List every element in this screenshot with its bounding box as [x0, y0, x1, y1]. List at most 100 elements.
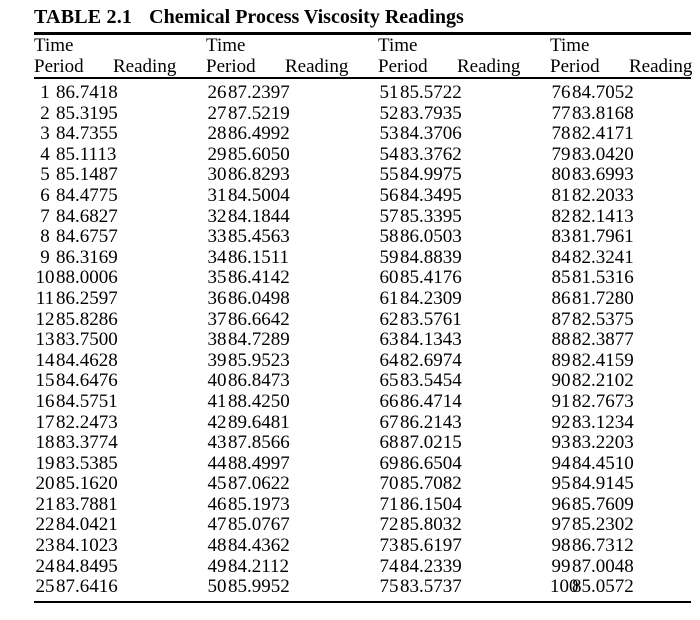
period-cell: 78: [551, 123, 571, 145]
reading-cell: 83.5761: [400, 308, 462, 330]
table-row: 1 86.7418 26 87.2397 51 85.5722 76 84.7052: [34, 78, 691, 104]
reading-cell: 86.4992: [228, 123, 290, 145]
reading-cell: 87.5219: [228, 102, 290, 124]
header-reading: Reading: [228, 35, 378, 79]
reading-cell: 83.3762: [400, 143, 462, 165]
reading-cell: 83.5454: [400, 370, 462, 392]
period-cell: 7: [40, 205, 50, 227]
reading-cell: 82.3877: [572, 329, 634, 351]
reading-cell: 84.9975: [400, 164, 462, 186]
reading-cell: 84.8495: [56, 555, 118, 577]
reading-cell: 87.8566: [228, 432, 290, 454]
period-cell: 17: [35, 411, 55, 433]
reading-cell: 85.3395: [400, 205, 462, 227]
period-cell: 49: [207, 555, 227, 577]
period-cell: 52: [379, 102, 399, 124]
period-cell: 53: [379, 123, 399, 145]
period-cell: 24: [35, 555, 55, 577]
period-cell: 20: [35, 473, 55, 495]
reading-cell: 84.1343: [400, 329, 462, 351]
reading-cell: 84.3706: [400, 123, 462, 145]
reading-cell: 82.2473: [56, 411, 118, 433]
period-cell: 26: [207, 82, 227, 103]
reading-cell: 87.0215: [400, 432, 462, 454]
reading-cell: 81.7280: [572, 287, 634, 309]
period-cell: 72: [379, 514, 399, 536]
period-cell: 66: [379, 390, 399, 412]
period-cell: 5: [40, 164, 50, 186]
reading-cell: 84.2339: [400, 555, 462, 577]
reading-cell: 86.0503: [400, 226, 462, 248]
reading-cell: 88.4250: [228, 390, 290, 412]
reading-cell: 82.6974: [400, 349, 462, 371]
period-cell: 50: [207, 576, 227, 598]
period-cell: 44: [207, 452, 227, 474]
reading-cell: 84.6757: [56, 226, 118, 248]
reading-cell: 86.2597: [56, 287, 118, 309]
period-cell: 2: [40, 102, 50, 124]
period-cell: 65: [379, 370, 399, 392]
period-cell: 10: [35, 267, 55, 289]
period-cell: 4: [40, 143, 50, 165]
reading-cell: 82.4171: [572, 123, 634, 145]
reading-cell: 84.7355: [56, 123, 118, 145]
reading-cell: 82.2033: [572, 184, 634, 206]
reading-cell: 85.7082: [400, 473, 462, 495]
table-row: 18 83.3774 43 87.8566 68 87.0215 93 83.2203: [34, 432, 691, 454]
period-cell: 9: [40, 246, 50, 268]
reading-cell: 84.4510: [572, 452, 634, 474]
period-cell: 84: [551, 246, 571, 268]
reading-cell: 86.6642: [228, 308, 290, 330]
period-cell: 90: [551, 370, 571, 392]
reading-cell: 82.5375: [572, 308, 634, 330]
period-cell: 83: [551, 226, 571, 248]
period-cell: 95: [551, 473, 571, 495]
period-cell: 73: [379, 535, 399, 557]
reading-cell: 89.6481: [228, 411, 290, 433]
period-cell: 56: [379, 184, 399, 206]
bottom-rule: [34, 600, 691, 603]
table-row: 2 85.3195 27 87.5219 52 83.7935 77 83.8168: [34, 102, 691, 125]
reading-cell: 85.1620: [56, 473, 118, 495]
table-row: 13 83.7500 38 84.7289 63 84.1343 88 82.3877: [34, 330, 691, 351]
viscosity-readings-table: Time Period Reading Time Period Reading Time Pe…: [34, 35, 692, 598]
period-cell: 97: [551, 514, 571, 536]
reading-cell: 84.7052: [572, 82, 634, 103]
reading-cell: 81.7961: [572, 226, 634, 248]
period-cell: 63: [379, 329, 399, 351]
table-row: 21 83.7881 46 85.1973 71 86.1504 96 85.7609: [34, 494, 691, 516]
period-cell: 28: [207, 123, 227, 145]
reading-cell: 84.6827: [56, 205, 118, 227]
reading-cell: 83.7500: [56, 329, 118, 351]
table-number: TABLE 2.1: [34, 6, 133, 28]
period-cell: 29: [207, 143, 227, 165]
reading-cell: 83.1234: [572, 411, 634, 433]
reading-cell: 88.4997: [228, 452, 290, 474]
period-cell: 25: [35, 576, 55, 598]
reading-cell: 85.2302: [572, 514, 634, 536]
table-body: 1 86.7418 26 87.2397 51 85.5722 76 84.7052 2 85.3…: [34, 78, 691, 598]
period-cell: 54: [379, 143, 399, 165]
reading-cell: 85.1113: [56, 143, 117, 165]
table-row: 5 85.1487 30 86.8293 55 84.9975 80 83.6993: [34, 165, 691, 186]
reading-cell: 86.4714: [400, 390, 462, 412]
period-cell: 41: [207, 390, 227, 412]
table-row: 3 84.7355 28 86.4992 53 84.3706 78 82.4171: [34, 124, 691, 145]
reading-cell: 85.4176: [400, 267, 462, 289]
reading-cell: 87.0048: [572, 555, 634, 577]
reading-cell: 86.4142: [228, 267, 290, 289]
table-row: 22 84.0421 47 85.0767 72 85.8032 97 85.2302: [34, 515, 691, 536]
reading-cell: 86.0498: [228, 287, 290, 309]
period-cell: 58: [379, 226, 399, 248]
period-cell: 60: [379, 267, 399, 289]
period-cell: 86: [551, 287, 571, 309]
period-cell: 75: [379, 576, 399, 598]
reading-cell: 82.7673: [572, 390, 634, 412]
header-time-period: Time Period: [550, 35, 600, 79]
period-cell: 37: [207, 308, 227, 330]
reading-cell: 83.5385: [56, 452, 118, 474]
period-cell: 16: [35, 390, 55, 412]
reading-cell: 84.7289: [228, 329, 290, 351]
reading-cell: 85.6050: [228, 143, 290, 165]
